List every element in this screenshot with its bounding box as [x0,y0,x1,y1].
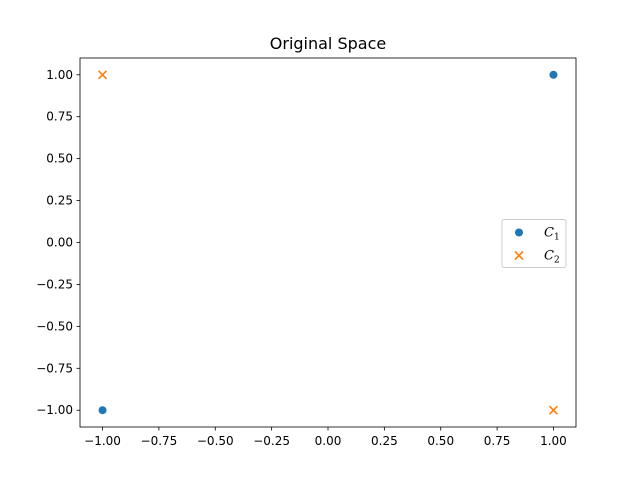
y-tick-label: −0.75 [36,361,73,375]
legend-marker-2 [514,250,524,261]
x-tick-label: −0.75 [141,434,178,448]
series-1-point [98,406,107,415]
x-tick-label: 0.00 [315,434,342,448]
x-tick-label: 0.50 [427,434,454,448]
series-2-point-stroke [97,70,108,80]
y-tick-label: −0.25 [36,277,73,291]
x-tick-label: 1.00 [540,434,567,448]
y-tick-label: 1.00 [46,68,73,82]
y-tick-label: 0.25 [46,194,73,208]
series-2-point [97,70,108,80]
legend-label-1: C1 [544,226,560,243]
y-tick-label: 0.75 [46,110,73,124]
x-tick-label: −1.00 [84,434,121,448]
y-tick-label: 0.50 [46,152,73,166]
legend-label-2: C2 [544,249,560,266]
x-tick-label: 0.75 [484,434,511,448]
chart-title: Original Space [270,34,386,53]
y-tick-label: 0.00 [46,236,73,250]
series-2-point [548,405,559,415]
x-tick-label: −0.50 [197,434,234,448]
legend-marker-2-stroke [514,250,524,261]
y-tick-label: −0.50 [36,319,73,333]
plot-area: −1.00 −0.75 −0.50 −0.25 0.00 0.25 0.50 0.75 1.00… [36,57,577,448]
y-tick-label: −1.00 [36,403,73,417]
series-1-point [549,70,558,79]
x-tick-label: 0.25 [371,434,398,448]
legend-marker-1 [515,228,523,237]
series-2-point-stroke [548,405,559,415]
x-tick-label: −0.25 [253,434,290,448]
